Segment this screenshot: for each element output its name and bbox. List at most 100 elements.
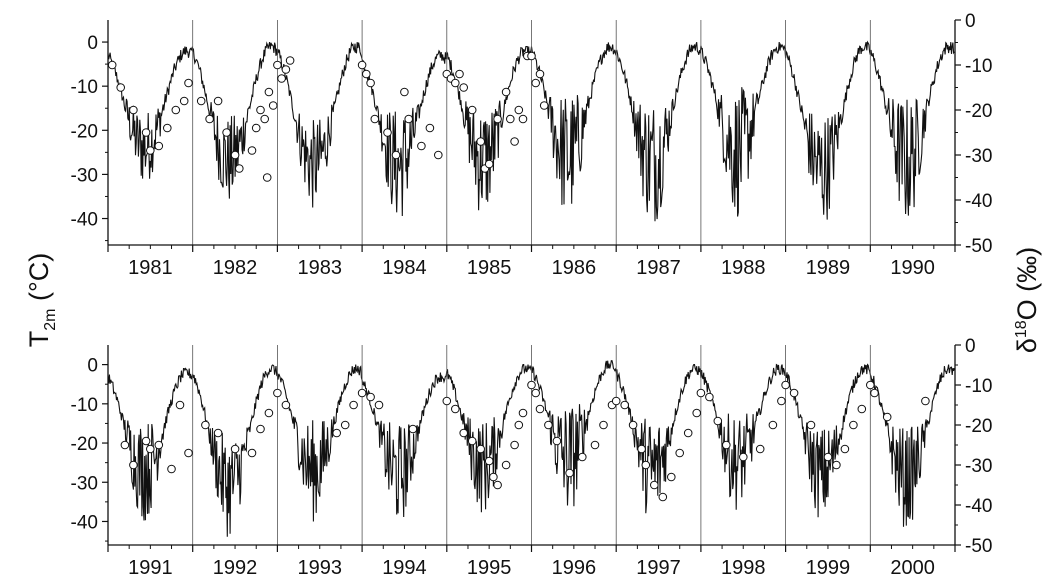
year-label: 1991 — [128, 557, 173, 576]
d18o-point — [285, 56, 295, 65]
d18o-point — [501, 460, 511, 470]
d18o-point — [476, 444, 486, 454]
d18o-point — [171, 105, 181, 115]
year-label: 1995 — [467, 557, 512, 576]
d18o-point — [366, 78, 375, 88]
d18o-point — [489, 472, 498, 482]
d18o-point — [484, 159, 494, 169]
d18o-point — [590, 440, 600, 450]
d18o-point — [455, 69, 464, 79]
d18o-point — [484, 456, 494, 466]
d18o-point — [506, 114, 515, 124]
year-label: 1990 — [890, 257, 935, 279]
d18o-point — [256, 105, 265, 115]
d18o-point — [425, 123, 435, 133]
d18o-point — [531, 78, 541, 88]
d18o-point — [230, 150, 240, 160]
year-label: 1984 — [382, 257, 427, 279]
top-panel-right-tick-labels: 0 -10 -20 -30 -40 -50 — [965, 11, 992, 257]
d18o-point — [667, 472, 676, 482]
bottom-panel-year-labels: 1991 1992 1993 1994 1995 1996 1997 1998 1999 2000 — [128, 557, 935, 576]
y-left-tick-label: 0 — [87, 356, 98, 377]
y-right-tick-label: -50 — [965, 236, 992, 257]
d18o-point — [417, 141, 426, 151]
d18o-point — [705, 392, 714, 402]
d18o-point — [264, 408, 274, 418]
d18o-point — [628, 420, 638, 430]
year-label: 1994 — [382, 557, 427, 576]
top-panel-d18o-points — [107, 51, 549, 182]
y-left-tick-label: -30 — [71, 473, 98, 494]
bottom-panel-year-dividers — [192, 345, 871, 545]
d18o-point — [514, 105, 524, 115]
year-label: 1987 — [636, 257, 681, 279]
year-label: 1997 — [636, 557, 681, 576]
d18o-point — [531, 388, 541, 398]
d18o-point — [260, 114, 270, 124]
d18o-point — [650, 480, 659, 490]
d18o-point — [201, 420, 210, 430]
top-panel: 0-10-20-30-40 0-10-20-30-40-50 1981 1982 1… — [71, 11, 993, 279]
d18o-point — [544, 420, 553, 430]
year-label: 1983 — [298, 257, 343, 279]
d18o-point — [442, 396, 452, 406]
d18o-point — [789, 388, 799, 398]
d18o-point — [235, 164, 244, 173]
year-label: 1999 — [806, 557, 851, 576]
d18o-point — [141, 436, 151, 446]
d18o-point — [129, 105, 138, 115]
d18o-point — [213, 428, 223, 438]
d18o-point — [451, 78, 460, 88]
d18o-point — [391, 150, 401, 160]
d18o-point — [400, 87, 409, 97]
d18o-point — [184, 78, 193, 88]
d18o-point — [692, 408, 702, 418]
d18o-point — [578, 452, 587, 462]
y-left-tick-label: -30 — [71, 165, 98, 186]
d18o-point — [739, 452, 748, 462]
d18o-point — [713, 416, 723, 426]
d18o-point — [196, 96, 206, 106]
y-left-tick-label: -20 — [71, 434, 98, 455]
y-right-tick-label: -20 — [965, 416, 992, 437]
d18o-point — [357, 388, 367, 398]
d18o-point — [514, 420, 524, 430]
d18o-point — [870, 388, 879, 398]
year-label: 1989 — [806, 257, 851, 279]
d18o-point — [408, 424, 418, 434]
d18o-point — [167, 464, 176, 474]
d18o-point — [256, 424, 265, 434]
d18o-point — [658, 492, 668, 502]
d18o-point — [141, 128, 151, 137]
year-label: 1992 — [213, 557, 258, 576]
d18o-point — [340, 420, 350, 430]
d18o-point — [154, 141, 164, 151]
d18o-point — [921, 396, 930, 406]
d18o-point — [823, 452, 833, 462]
d18o-point — [467, 105, 477, 115]
d18o-point — [129, 460, 138, 470]
d18o-point — [175, 400, 185, 410]
d18o-point — [501, 87, 511, 97]
d18o-point — [264, 87, 274, 97]
d18o-point — [510, 440, 519, 450]
year-label: 2000 — [890, 557, 935, 576]
d18o-point — [349, 400, 358, 410]
d18o-point — [565, 468, 574, 478]
y-right-tick-label: -20 — [965, 101, 992, 122]
bottom-panel-left-tick-labels: 0 -10 -20 -30 -40 — [71, 356, 98, 534]
year-label: 1996 — [552, 557, 597, 576]
d18o-point — [146, 444, 155, 454]
d18o-point — [251, 123, 261, 133]
year-label: 1982 — [213, 257, 258, 279]
d18o-point — [146, 146, 155, 155]
d18o-point — [849, 420, 858, 430]
d18o-point — [383, 128, 392, 137]
d18o-point — [696, 388, 706, 398]
d18o-point — [281, 400, 291, 410]
d18o-point — [552, 436, 562, 446]
d18o-point — [518, 114, 528, 124]
bottom-panel-right-tick-labels: 0 -10 -20 -30 -40 -50 — [965, 336, 992, 557]
year-label: 1986 — [552, 257, 597, 279]
d18o-point — [611, 396, 621, 406]
